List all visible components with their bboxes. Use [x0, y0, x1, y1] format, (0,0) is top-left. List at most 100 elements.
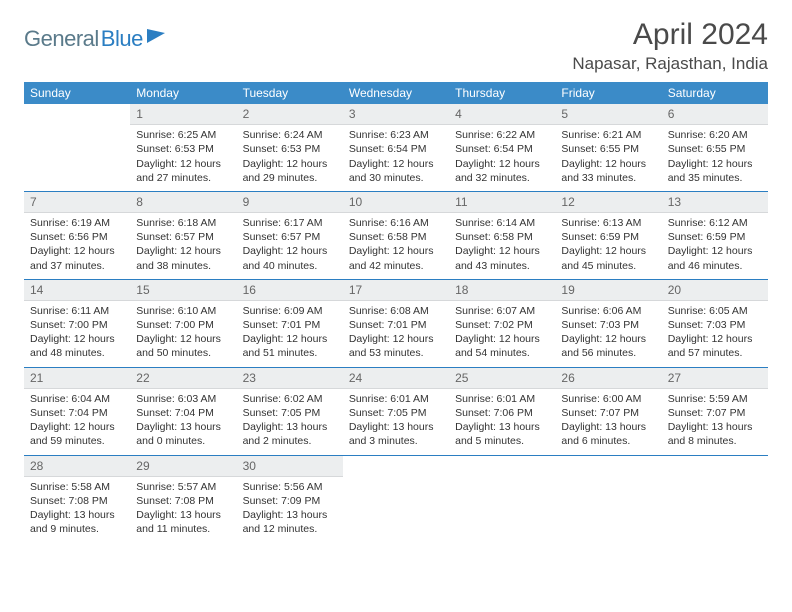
sunrise-text: Sunrise: 6:07 AM	[455, 304, 549, 318]
calendar-day-cell	[24, 104, 130, 191]
daylight-text: Daylight: 13 hours and 3 minutes.	[349, 420, 443, 448]
sunrise-text: Sunrise: 6:23 AM	[349, 128, 443, 142]
sunrise-text: Sunrise: 6:13 AM	[561, 216, 655, 230]
day-info: Sunrise: 6:20 AMSunset: 6:55 PMDaylight:…	[662, 125, 768, 191]
sunrise-text: Sunrise: 6:22 AM	[455, 128, 549, 142]
calendar-day-cell: 25Sunrise: 6:01 AMSunset: 7:06 PMDayligh…	[449, 367, 555, 455]
day-info: Sunrise: 6:07 AMSunset: 7:02 PMDaylight:…	[449, 301, 555, 367]
day-number: 8	[130, 192, 236, 213]
day-number: 23	[237, 368, 343, 389]
day-info: Sunrise: 6:23 AMSunset: 6:54 PMDaylight:…	[343, 125, 449, 191]
day-number: 4	[449, 104, 555, 125]
sunset-text: Sunset: 6:54 PM	[349, 142, 443, 156]
sunset-text: Sunset: 6:58 PM	[349, 230, 443, 244]
header: GeneralBlue April 2024 Napasar, Rajastha…	[24, 18, 768, 74]
sunset-text: Sunset: 7:01 PM	[349, 318, 443, 332]
daylight-text: Daylight: 12 hours and 59 minutes.	[30, 420, 124, 448]
calendar-day-cell: 1Sunrise: 6:25 AMSunset: 6:53 PMDaylight…	[130, 104, 236, 191]
sunrise-text: Sunrise: 5:59 AM	[668, 392, 762, 406]
sunset-text: Sunset: 6:53 PM	[243, 142, 337, 156]
sunrise-text: Sunrise: 5:58 AM	[30, 480, 124, 494]
day-info: Sunrise: 6:01 AMSunset: 7:06 PMDaylight:…	[449, 389, 555, 455]
logo-triangle-icon	[147, 29, 165, 43]
daylight-text: Daylight: 12 hours and 35 minutes.	[668, 157, 762, 185]
day-number: 25	[449, 368, 555, 389]
day-info: Sunrise: 6:00 AMSunset: 7:07 PMDaylight:…	[555, 389, 661, 455]
logo-text-1: General	[24, 26, 99, 52]
daylight-text: Daylight: 13 hours and 9 minutes.	[30, 508, 124, 536]
day-info: Sunrise: 6:01 AMSunset: 7:05 PMDaylight:…	[343, 389, 449, 455]
sunset-text: Sunset: 7:08 PM	[136, 494, 230, 508]
calendar-day-cell	[449, 455, 555, 542]
day-number: 28	[24, 456, 130, 477]
calendar-day-cell: 3Sunrise: 6:23 AMSunset: 6:54 PMDaylight…	[343, 104, 449, 191]
calendar-day-cell: 20Sunrise: 6:05 AMSunset: 7:03 PMDayligh…	[662, 279, 768, 367]
calendar-day-cell: 30Sunrise: 5:56 AMSunset: 7:09 PMDayligh…	[237, 455, 343, 542]
day-number: 26	[555, 368, 661, 389]
sunrise-text: Sunrise: 6:03 AM	[136, 392, 230, 406]
sunset-text: Sunset: 6:59 PM	[561, 230, 655, 244]
sunset-text: Sunset: 6:59 PM	[668, 230, 762, 244]
day-number: 18	[449, 280, 555, 301]
sunrise-text: Sunrise: 6:14 AM	[455, 216, 549, 230]
day-info: Sunrise: 6:25 AMSunset: 6:53 PMDaylight:…	[130, 125, 236, 191]
calendar-day-cell: 18Sunrise: 6:07 AMSunset: 7:02 PMDayligh…	[449, 279, 555, 367]
daylight-text: Daylight: 12 hours and 48 minutes.	[30, 332, 124, 360]
day-number: 3	[343, 104, 449, 125]
daylight-text: Daylight: 12 hours and 50 minutes.	[136, 332, 230, 360]
sunrise-text: Sunrise: 6:20 AM	[668, 128, 762, 142]
sunrise-text: Sunrise: 6:21 AM	[561, 128, 655, 142]
daylight-text: Daylight: 13 hours and 6 minutes.	[561, 420, 655, 448]
calendar-day-cell: 4Sunrise: 6:22 AMSunset: 6:54 PMDaylight…	[449, 104, 555, 191]
sunset-text: Sunset: 6:58 PM	[455, 230, 549, 244]
weekday-header: Wednesday	[343, 82, 449, 104]
sunset-text: Sunset: 7:05 PM	[349, 406, 443, 420]
daylight-text: Daylight: 12 hours and 43 minutes.	[455, 244, 549, 272]
sunrise-text: Sunrise: 6:05 AM	[668, 304, 762, 318]
daylight-text: Daylight: 12 hours and 42 minutes.	[349, 244, 443, 272]
calendar-day-cell: 7Sunrise: 6:19 AMSunset: 6:56 PMDaylight…	[24, 191, 130, 279]
calendar-day-cell: 5Sunrise: 6:21 AMSunset: 6:55 PMDaylight…	[555, 104, 661, 191]
location-subtitle: Napasar, Rajasthan, India	[572, 54, 768, 74]
sunrise-text: Sunrise: 6:16 AM	[349, 216, 443, 230]
weekday-header: Saturday	[662, 82, 768, 104]
daylight-text: Daylight: 12 hours and 37 minutes.	[30, 244, 124, 272]
daylight-text: Daylight: 13 hours and 8 minutes.	[668, 420, 762, 448]
sunrise-text: Sunrise: 6:17 AM	[243, 216, 337, 230]
calendar-day-cell: 13Sunrise: 6:12 AMSunset: 6:59 PMDayligh…	[662, 191, 768, 279]
day-number: 12	[555, 192, 661, 213]
sunset-text: Sunset: 7:05 PM	[243, 406, 337, 420]
day-info: Sunrise: 6:04 AMSunset: 7:04 PMDaylight:…	[24, 389, 130, 455]
day-number: 6	[662, 104, 768, 125]
day-info: Sunrise: 6:22 AMSunset: 6:54 PMDaylight:…	[449, 125, 555, 191]
day-number: 24	[343, 368, 449, 389]
sunset-text: Sunset: 7:06 PM	[455, 406, 549, 420]
daylight-text: Daylight: 12 hours and 27 minutes.	[136, 157, 230, 185]
daylight-text: Daylight: 13 hours and 5 minutes.	[455, 420, 549, 448]
day-info: Sunrise: 6:12 AMSunset: 6:59 PMDaylight:…	[662, 213, 768, 279]
day-number: 2	[237, 104, 343, 125]
daylight-text: Daylight: 12 hours and 29 minutes.	[243, 157, 337, 185]
calendar-day-cell	[343, 455, 449, 542]
calendar-day-cell: 8Sunrise: 6:18 AMSunset: 6:57 PMDaylight…	[130, 191, 236, 279]
sunrise-text: Sunrise: 5:57 AM	[136, 480, 230, 494]
day-number: 27	[662, 368, 768, 389]
day-info: Sunrise: 6:18 AMSunset: 6:57 PMDaylight:…	[130, 213, 236, 279]
sunset-text: Sunset: 6:55 PM	[668, 142, 762, 156]
calendar-day-cell: 19Sunrise: 6:06 AMSunset: 7:03 PMDayligh…	[555, 279, 661, 367]
day-number: 13	[662, 192, 768, 213]
calendar-day-cell: 6Sunrise: 6:20 AMSunset: 6:55 PMDaylight…	[662, 104, 768, 191]
daylight-text: Daylight: 12 hours and 51 minutes.	[243, 332, 337, 360]
day-number: 16	[237, 280, 343, 301]
sunrise-text: Sunrise: 6:01 AM	[455, 392, 549, 406]
day-info: Sunrise: 6:13 AMSunset: 6:59 PMDaylight:…	[555, 213, 661, 279]
sunrise-text: Sunrise: 6:19 AM	[30, 216, 124, 230]
sunset-text: Sunset: 6:57 PM	[136, 230, 230, 244]
sunset-text: Sunset: 7:04 PM	[136, 406, 230, 420]
daylight-text: Daylight: 13 hours and 2 minutes.	[243, 420, 337, 448]
calendar-week-row: 28 Sunrise: 5:58 AM Sunset: 7:08 PM Dayligh…	[24, 455, 768, 542]
weekday-header: Tuesday	[237, 82, 343, 104]
logo: GeneralBlue	[24, 26, 165, 52]
sunset-text: Sunset: 6:54 PM	[455, 142, 549, 156]
month-title: April 2024	[572, 18, 768, 52]
